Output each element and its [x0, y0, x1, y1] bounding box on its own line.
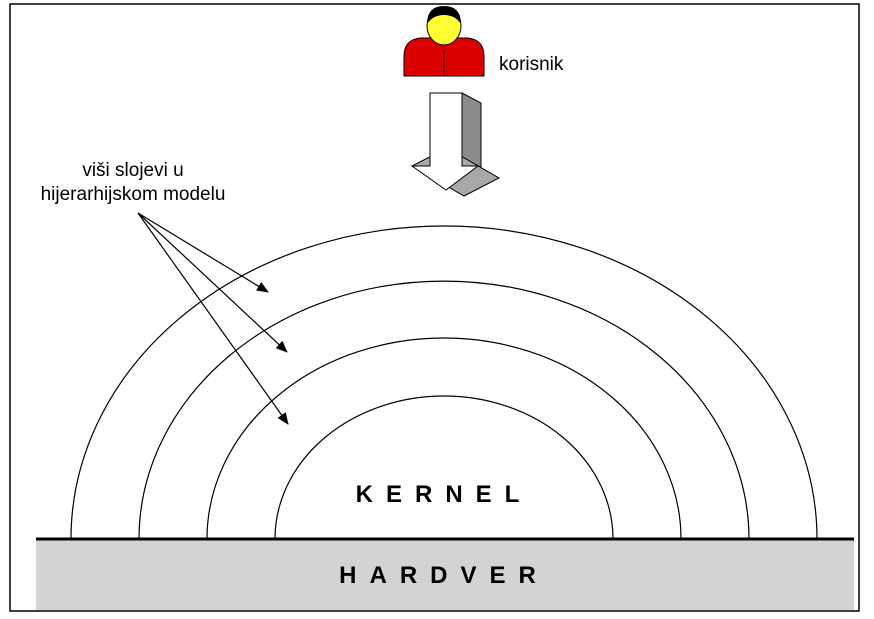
hardware-label: HARDVER [339, 562, 549, 589]
layers-annotation-arrows [137, 212, 289, 425]
down-arrow-icon [410, 92, 501, 197]
layers-annotation-line2: hijerarhijskom modelu [41, 184, 226, 205]
hardware-base [36, 539, 854, 610]
annotation-arrow-2 [137, 212, 288, 353]
person-icon [403, 6, 485, 77]
annotation-arrow-3 [137, 212, 289, 425]
kernel-label: KERNEL [356, 481, 533, 508]
user-label: korisnik [499, 54, 564, 75]
layer-ring-1 [274, 395, 614, 540]
layer-ring-2 [206, 337, 682, 540]
layers-annotation-line1: viši slojevi u [82, 160, 183, 181]
layer-ring-3 [138, 280, 750, 540]
layer-ring-4 [70, 225, 818, 540]
layer-rings [70, 225, 818, 540]
annotation-arrow-1 [137, 212, 269, 293]
person-hair [427, 6, 461, 24]
